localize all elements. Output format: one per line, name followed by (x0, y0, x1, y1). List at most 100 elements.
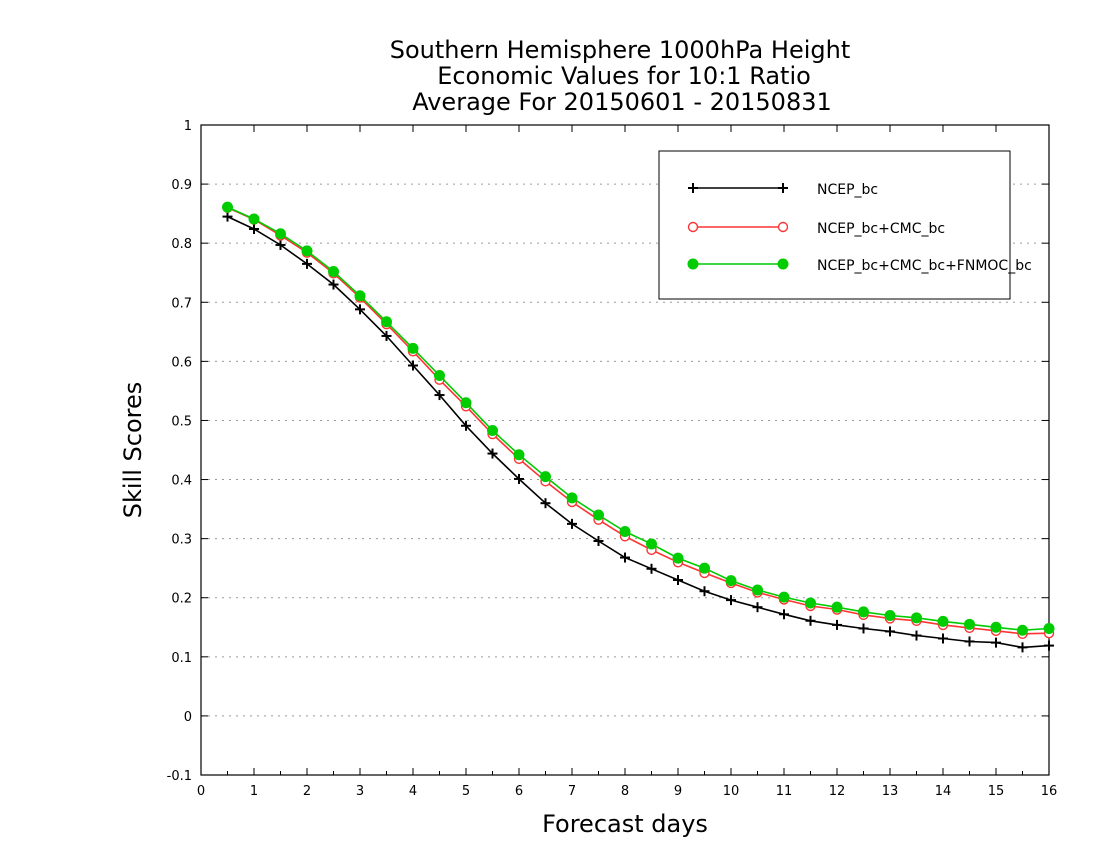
data-point (673, 575, 683, 585)
data-point (249, 224, 259, 234)
data-point (1044, 640, 1054, 651)
gridlines (201, 183, 1049, 717)
legend-entry: NCEP_bc+CMC_bc (687, 221, 945, 237)
data-point (487, 448, 498, 459)
data-point (831, 601, 843, 613)
data-point (381, 330, 392, 341)
x-tick-label: 13 (882, 784, 899, 799)
data-point (540, 471, 551, 483)
data-point (991, 637, 1001, 648)
data-point (725, 575, 737, 587)
data-point (434, 370, 445, 382)
data-point (778, 591, 790, 603)
series-layer (222, 201, 1055, 653)
x-tick-label: 2 (303, 784, 311, 799)
data-point (619, 526, 631, 538)
data-point (566, 492, 578, 504)
legend: NCEP_bc NCEP_bc+CMC_bc NCEP_bc+CMC_bc+FNMO… (658, 150, 1032, 300)
data-point (911, 612, 922, 624)
data-point (672, 552, 684, 564)
data-point (646, 563, 657, 574)
y-tick-label: 0.5 (171, 414, 192, 429)
series-1 (222, 211, 1054, 653)
data-point (355, 304, 365, 315)
data-point (620, 552, 630, 563)
data-point (593, 509, 604, 521)
data-point (354, 290, 366, 302)
y-tick-label: 0.8 (171, 237, 192, 252)
data-point (752, 602, 763, 613)
legend-label: NCEP_bc+CMC_bc+FNMOC_bc (817, 258, 1032, 274)
data-point (434, 390, 445, 401)
y-tick-label: -0.1 (167, 769, 192, 784)
data-point (461, 420, 471, 431)
data-point (726, 595, 736, 606)
data-point (699, 562, 710, 574)
chart-subtitle-2: Average For 20150601 - 20150831 (412, 88, 832, 116)
data-point (248, 213, 260, 225)
data-point (302, 258, 312, 269)
data-point (938, 633, 948, 644)
legend-entry: NCEP_bc+CMC_bc+FNMOC_bc (687, 258, 1032, 274)
data-point (687, 221, 699, 233)
data-point (222, 211, 233, 222)
data-point (699, 586, 710, 597)
y-tick-label: 0.3 (171, 533, 192, 548)
data-point (1017, 642, 1028, 653)
data-point (407, 342, 419, 354)
x-tick-label: 6 (515, 784, 523, 799)
x-axis-label: Forecast days (542, 810, 708, 838)
x-axis: 0 1 2 3 4 5 6 7 8 9 10 11 12 13 14 15 16 (197, 125, 1057, 799)
legend-box (658, 150, 1011, 300)
data-point (752, 584, 763, 596)
data-point (858, 606, 869, 618)
data-point (540, 498, 551, 509)
data-point (301, 245, 313, 257)
x-tick-label: 3 (356, 784, 364, 799)
data-point (832, 619, 842, 630)
legend-label: NCEP_bc (817, 182, 878, 198)
data-point (805, 597, 816, 609)
data-point (777, 221, 789, 233)
y-axis: -0.1 0 0.1 0.2 0.3 0.4 0.5 0.6 0.7 0.8 0.9 1 (167, 119, 1049, 784)
y-tick-label: 0 (184, 710, 192, 725)
x-tick-label: 14 (935, 784, 952, 799)
x-tick-label: 5 (462, 784, 470, 799)
data-point (885, 626, 895, 637)
data-point (275, 239, 286, 250)
data-point (911, 630, 922, 641)
y-tick-label: 0.2 (171, 592, 192, 607)
data-point (381, 316, 392, 328)
data-point (328, 266, 339, 278)
y-tick-label: 0.6 (171, 355, 192, 370)
chart-subtitle: Economic Values for 10:1 Ratio (437, 62, 811, 90)
x-tick-label: 10 (723, 784, 740, 799)
data-point (688, 183, 698, 193)
data-point (328, 279, 339, 290)
data-point (964, 636, 975, 647)
data-point (937, 615, 949, 627)
data-point (1043, 622, 1055, 634)
data-point (513, 449, 525, 461)
chart-title: Southern Hemisphere 1000hPa Height (390, 36, 850, 64)
data-point (408, 360, 418, 371)
data-point (778, 183, 788, 193)
data-point (593, 536, 604, 546)
x-tick-label: 0 (197, 784, 205, 799)
x-tick-label: 4 (409, 784, 417, 799)
y-tick-label: 0.1 (171, 651, 192, 666)
data-point (884, 609, 896, 621)
x-tick-label: 7 (568, 784, 576, 799)
x-tick-label: 1 (250, 784, 258, 799)
data-point (777, 258, 789, 270)
series-3 (222, 201, 1055, 636)
y-tick-label: 0.9 (171, 178, 192, 193)
data-point (487, 425, 498, 436)
y-tick-label: 1 (184, 119, 192, 134)
data-point (1017, 624, 1028, 636)
x-tick-label: 8 (621, 784, 629, 799)
data-point (805, 615, 816, 626)
x-tick-label: 12 (829, 784, 846, 799)
x-tick-label: 11 (776, 784, 793, 799)
